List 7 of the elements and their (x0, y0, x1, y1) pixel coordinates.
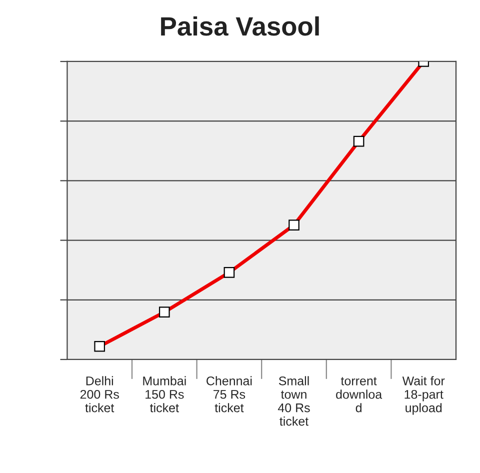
x-tick-label: Chennai 75 Rs ticket (206, 376, 252, 412)
x-tick-label: torrent downloa d (336, 377, 382, 412)
x-tick-label: Delhi 200 Rs ticket (80, 376, 119, 412)
x-tick-label: Small town 40 Rs ticket (278, 376, 310, 426)
x-tick-label: Wait for 18-part upload (402, 376, 445, 415)
x-tick-label: Mumbai 150 Rs ticket (143, 376, 186, 412)
chart-title: Paisa Vasool (161, 16, 319, 36)
